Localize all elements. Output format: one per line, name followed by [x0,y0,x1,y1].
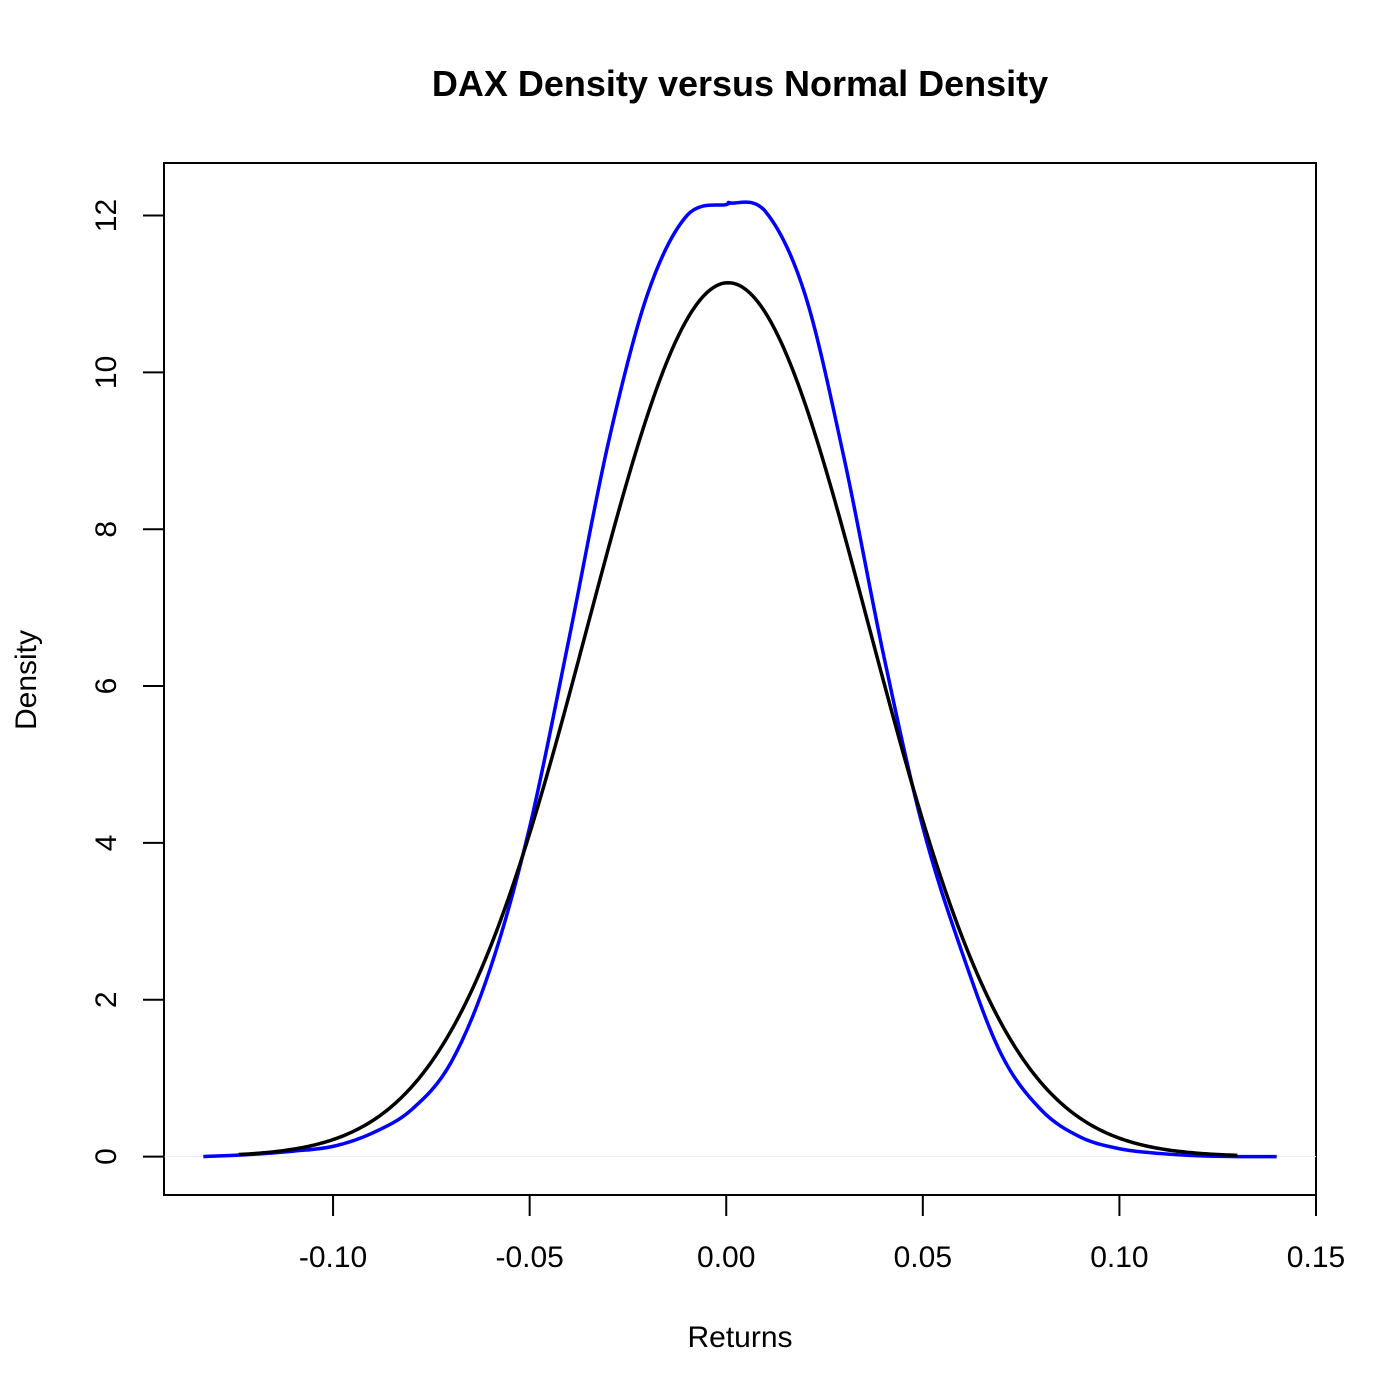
plot-frame [163,162,1317,1196]
y-tick-label: 12 [90,199,123,232]
x-tick-label: -0.05 [495,1241,563,1274]
x-tick-label: 0.00 [697,1241,755,1274]
y-tick-label: 6 [90,678,123,695]
y-tick-label: 4 [90,835,123,852]
x-tick-label: 0.10 [1090,1241,1148,1274]
x-axis-label: Returns [687,1321,792,1354]
x-tick-label: -0.10 [299,1241,367,1274]
normal-density-line [238,280,1238,1158]
x-tick-label: 0.05 [894,1241,952,1274]
y-tick-label: 0 [90,1148,123,1165]
y-axis: 0 2 4 6 8 10 12 [90,199,165,1165]
chart-title: DAX Density versus Normal Density [432,63,1048,104]
y-tick-label: 10 [90,356,123,389]
x-tick-label: 0.15 [1287,1241,1345,1274]
x-axis: -0.10 -0.05 0.00 0.05 0.10 0.15 [299,1194,1345,1274]
kernel-density-line [203,200,1277,1159]
y-tick-label: 2 [90,991,123,1008]
series-layer [203,200,1277,1159]
y-axis-label: Density [10,630,43,730]
y-tick-label: 8 [90,521,123,538]
